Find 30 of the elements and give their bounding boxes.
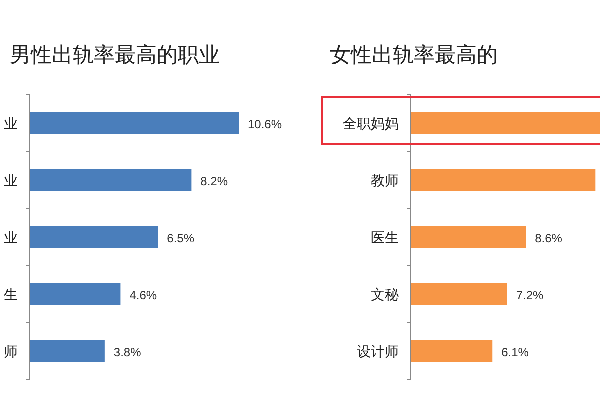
bar xyxy=(411,226,526,248)
y-tick-label: 全职妈妈 xyxy=(343,116,399,132)
bar xyxy=(30,112,239,134)
y-tick-label: 业 xyxy=(4,174,18,190)
bar xyxy=(411,284,508,306)
y-tick-label: 业 xyxy=(4,116,18,132)
bar xyxy=(411,340,493,362)
data-label: 3.8% xyxy=(114,346,142,360)
y-tick-label: 生 xyxy=(4,288,18,304)
bar xyxy=(30,340,105,362)
chart-title: 女性出轨率最高的 xyxy=(330,43,498,67)
bar xyxy=(411,112,600,134)
chart-title: 男性出轨率最高的职业 xyxy=(10,43,220,67)
y-tick-label: 文秘 xyxy=(371,288,399,304)
y-tick-label: 医生 xyxy=(371,230,399,246)
y-tick-label: 师 xyxy=(4,344,18,360)
data-label: 6.5% xyxy=(167,232,195,246)
y-tick-label: 设计师 xyxy=(357,344,399,360)
y-tick-label: 教师 xyxy=(371,174,399,190)
bar xyxy=(30,226,158,248)
data-label: 7.2% xyxy=(516,288,544,302)
data-label: 8.2% xyxy=(200,174,228,188)
bar xyxy=(411,170,596,192)
data-label: 4.6% xyxy=(130,288,158,302)
y-tick-label: 业 xyxy=(4,230,18,246)
bar xyxy=(30,284,121,306)
data-label: 6.1% xyxy=(502,346,530,360)
bar xyxy=(30,170,192,192)
data-label: 8.6% xyxy=(535,232,563,246)
data-label: 10.6% xyxy=(248,118,282,132)
